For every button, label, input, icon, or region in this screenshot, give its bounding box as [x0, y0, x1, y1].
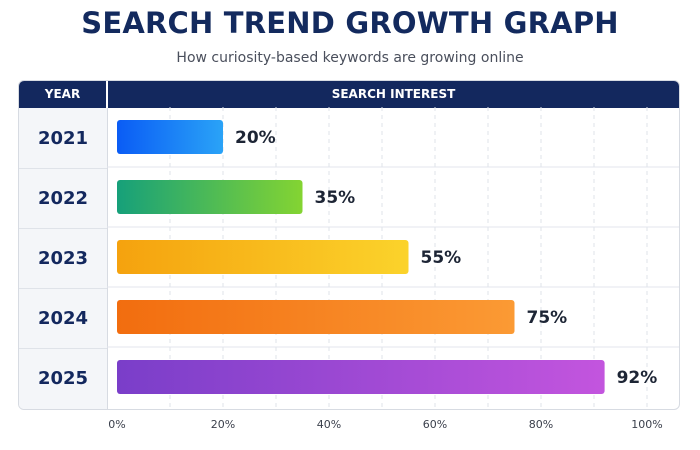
x-tick-label: 40% [317, 418, 341, 431]
bar-value-label: 92% [617, 368, 658, 388]
x-tick-label: 0% [108, 418, 125, 431]
year-label: 2025 [37, 367, 89, 389]
year-label: 2024 [19, 288, 107, 349]
bar-2024 [117, 300, 515, 334]
year-label: 2021 [19, 108, 107, 169]
bar-value-label: 35% [315, 188, 356, 208]
x-tick-label: 80% [529, 418, 553, 431]
year-label: 2023 [19, 228, 107, 289]
chart-subtitle: How curiosity-based keywords are growing… [176, 50, 524, 66]
x-tick-label: 60% [423, 418, 447, 431]
bar-2022 [117, 180, 303, 214]
bar-value-label: 75% [527, 308, 568, 328]
year-label: 2022 [19, 168, 107, 229]
x-tick-label: 20% [211, 418, 235, 431]
bar-value-label: 20% [235, 128, 276, 148]
x-tick-label: 100% [631, 418, 662, 431]
bar-2021 [117, 120, 223, 154]
chart-title: SEARCH TREND GROWTH GRAPH [81, 6, 619, 40]
metric-column-header: SEARCH INTEREST [331, 87, 456, 101]
bar-2023 [117, 240, 409, 274]
year-column: 2021 2022 2023 2024 2025 [19, 108, 108, 409]
table-header: YEAR SEARCH INTEREST [19, 81, 679, 108]
header-divider [106, 81, 108, 108]
bar-2025 [117, 360, 605, 394]
bar-value-label: 55% [421, 248, 462, 268]
year-column-header: YEAR [44, 87, 81, 101]
